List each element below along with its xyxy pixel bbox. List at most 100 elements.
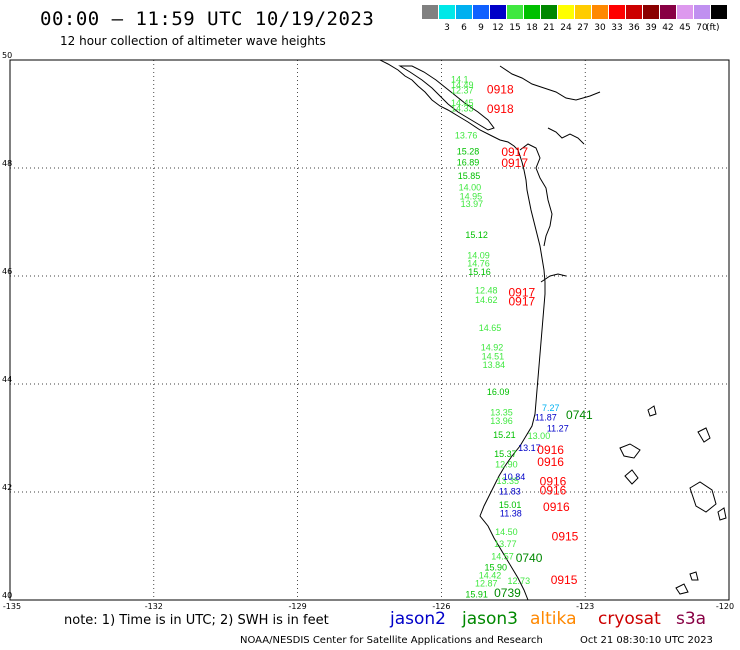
wave-height-value: 14.33 xyxy=(451,103,474,113)
scale-label: 45 xyxy=(679,23,691,33)
pacific-coastline xyxy=(379,59,546,601)
pass-time-label: 0916 xyxy=(543,500,570,514)
pass-time-label: 0917 xyxy=(509,286,536,300)
pass-time-label: 0916 xyxy=(537,455,564,469)
legend-altika: altika xyxy=(530,609,577,629)
wave-height-value: 14.76 xyxy=(467,258,490,268)
credit-line: NOAA/NESDIS Center for Satellite Applica… xyxy=(240,635,543,646)
pass-time-label: 0915 xyxy=(552,530,579,544)
lat-label: 42 xyxy=(2,483,12,492)
footnote: note: 1) Time is in UTC; 2) SWH is in fe… xyxy=(64,613,329,628)
lon-label: -123 xyxy=(576,602,594,611)
chart-title: 00:00 — 11:59 UTC 10/19/2023 xyxy=(40,8,375,30)
wave-height-value: 15.28 xyxy=(457,147,480,157)
wave-height-value: 14.42 xyxy=(479,570,502,580)
lat-label: 40 xyxy=(2,591,12,600)
pass-time-label: 0916 xyxy=(540,484,567,498)
wave-height-value: 16.89 xyxy=(457,157,480,167)
map-frame xyxy=(9,59,730,601)
wave-height-value: 11.27 xyxy=(547,424,569,434)
wave-height-value: 13.17 xyxy=(518,443,541,453)
legend-jason3: jason3 xyxy=(462,609,518,629)
scale-label: 70 xyxy=(696,23,708,33)
pass-time-labels: 0918091809170917091709170741091609160916… xyxy=(487,82,593,599)
pass-time-label: 0917 xyxy=(501,145,528,159)
scale-label: 12 xyxy=(492,23,504,33)
wave-height-value: 14.09 xyxy=(467,251,490,261)
scale-swatch xyxy=(541,5,557,19)
scale-swatch xyxy=(660,5,676,19)
vancouver-island xyxy=(398,65,495,131)
lon-label: -132 xyxy=(145,602,163,611)
scale-label: 42 xyxy=(662,23,674,33)
wave-height-value: 16.09 xyxy=(487,387,510,397)
wave-height-value: 11.83 xyxy=(499,487,521,497)
scale-label: 21 xyxy=(543,23,555,33)
scale-swatch xyxy=(507,5,523,19)
scale-label: 6 xyxy=(461,23,467,33)
wave-height-value: 15.37 xyxy=(494,449,517,459)
scale-swatch xyxy=(456,5,472,19)
wave-height-value: 14.57 xyxy=(491,552,514,562)
scale-swatch xyxy=(609,5,625,19)
coastline xyxy=(379,59,727,601)
mainland-bc xyxy=(499,65,601,101)
pass-time-label: 0917 xyxy=(501,156,528,170)
wave-height-value: 12.90 xyxy=(495,460,518,470)
scale-swatch xyxy=(524,5,540,19)
wave-height-value: 15.12 xyxy=(465,230,488,240)
pass-time-label: 0917 xyxy=(509,295,536,309)
scale-swatch xyxy=(422,5,438,19)
legend-jason2: jason2 xyxy=(390,609,446,629)
pass-time-label: 0916 xyxy=(537,443,564,457)
wave-height-value: 10.84 xyxy=(503,472,526,482)
scale-swatch xyxy=(558,5,574,19)
inland-lake-1 xyxy=(647,405,657,417)
legend-cryosat: cryosat xyxy=(598,609,661,629)
wave-height-value: 14.51 xyxy=(482,352,505,362)
scale-label: 3 xyxy=(444,23,450,33)
lon-label: -135 xyxy=(3,602,21,611)
wave-height-value: 13.97 xyxy=(461,199,484,209)
scale-swatch xyxy=(439,5,455,19)
scale-swatch xyxy=(575,5,591,19)
pass-time-label: 0740 xyxy=(516,551,543,565)
wave-height-value: 14.49 xyxy=(451,80,474,90)
wave-height-value: 11.38 xyxy=(500,508,522,518)
scale-swatch xyxy=(711,5,727,19)
wave-height-value: 15.21 xyxy=(493,430,516,440)
wave-height-value: 15.90 xyxy=(485,562,508,572)
scale-label: 24 xyxy=(560,23,572,33)
lat-label: 50 xyxy=(2,51,12,60)
scale-swatch xyxy=(643,5,659,19)
scale-label: 36 xyxy=(628,23,640,33)
scale-swatch xyxy=(490,5,506,19)
chart-subtitle: 12 hour collection of altimeter wave hei… xyxy=(60,34,326,48)
lon-label: -126 xyxy=(432,602,450,611)
pass-time-label: 0918 xyxy=(487,82,514,96)
scale-label: 9 xyxy=(478,23,484,33)
lon-label: -120 xyxy=(716,602,734,611)
legend-s3a: s3a xyxy=(676,609,707,629)
lat-label: 48 xyxy=(2,159,12,168)
axis-labels: 50 48 46 44 42 40 -135 -132 -129 -126 -123 -120 xyxy=(2,51,734,611)
wave-height-value: 15.91 xyxy=(465,589,488,599)
wave-height-value: 14.1 xyxy=(451,75,469,85)
wave-height-value: 14.45 xyxy=(451,98,474,108)
wave-height-value: 13.96 xyxy=(490,416,513,426)
wave-height-value: 12.37 xyxy=(451,85,474,95)
wave-height-value: 14.95 xyxy=(460,191,483,201)
puget-sound xyxy=(519,143,553,247)
lat-label: 46 xyxy=(2,267,12,276)
wave-height-value: 12.87 xyxy=(475,579,498,589)
wave-height-value: 15.16 xyxy=(468,267,491,277)
wave-height-value: 11.87 xyxy=(535,413,557,423)
lat-lon-grid xyxy=(9,59,730,601)
wave-height-value: 7.27 xyxy=(542,403,560,413)
lat-label: 44 xyxy=(2,375,12,384)
lon-label: -129 xyxy=(289,602,307,611)
wave-height-value: 14.50 xyxy=(495,527,518,537)
generation-timestamp: Oct 21 08:30:10 UTC 2023 xyxy=(580,635,713,646)
scale-swatch xyxy=(694,5,710,19)
